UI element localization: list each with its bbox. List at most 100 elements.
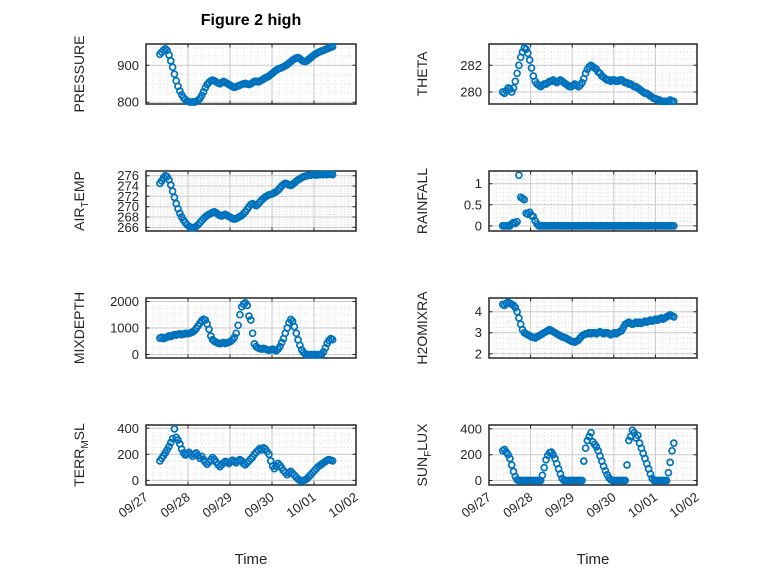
y-axis-label: RAINFALL <box>414 168 430 234</box>
tick-marks <box>488 44 698 104</box>
y-tick-label: 800 <box>117 95 139 110</box>
data-point <box>328 335 337 344</box>
x-tick-label: 09/29 <box>542 489 577 520</box>
tick-marks <box>488 298 698 358</box>
y-axis-label: H2OMIXRA <box>414 291 430 365</box>
data-point <box>587 428 595 437</box>
data-point <box>592 443 601 451</box>
y-axis-label: PRESSURE <box>71 35 87 112</box>
data-point <box>623 461 631 469</box>
tick-marks <box>488 425 698 485</box>
y-tick-label: 274 <box>117 179 139 194</box>
data-point <box>274 459 282 468</box>
y-tick-label: 1000 <box>110 321 139 336</box>
y-axis-label: THETA <box>414 51 430 97</box>
data-point <box>170 70 179 79</box>
y-tick-label: 400 <box>117 421 139 436</box>
data-point <box>662 476 671 485</box>
data-point <box>325 336 333 345</box>
data-point <box>509 84 518 92</box>
major-grid <box>146 298 356 358</box>
y-tick-label: 0 <box>475 218 482 233</box>
data-point <box>578 476 586 485</box>
data-point <box>328 42 337 51</box>
y-tick-label: 0 <box>132 473 139 488</box>
data-point <box>230 333 239 342</box>
minor-grid <box>146 425 356 485</box>
data-point <box>515 61 523 70</box>
major-grid <box>489 298 697 358</box>
y-axis-label: SUNFLUX <box>414 423 434 487</box>
data-point <box>513 69 521 78</box>
data-point <box>201 316 210 324</box>
x-tick-label: 09/27 <box>116 489 151 520</box>
axes-box <box>145 170 357 232</box>
data-point <box>669 97 678 106</box>
data-point <box>168 63 177 72</box>
data-point <box>328 457 337 465</box>
data-point <box>248 329 257 338</box>
x-tick-label: 10/01 <box>284 489 319 520</box>
data-point <box>286 315 295 324</box>
x-tick-label: 09/29 <box>200 489 235 520</box>
data-series <box>156 298 337 359</box>
y-tick-label: 276 <box>117 168 139 183</box>
tick-marks <box>145 298 357 358</box>
data-point <box>538 471 547 480</box>
data-point <box>669 313 678 321</box>
axes-box <box>488 170 698 232</box>
data-series <box>498 171 678 230</box>
subplot-theta: 280 282 THETA <box>414 43 698 106</box>
data-series <box>156 42 337 107</box>
data-point <box>176 87 184 95</box>
y-axis-label: MIXDEPTH <box>71 292 87 364</box>
data-point <box>206 332 215 340</box>
data-point <box>525 56 534 64</box>
y-tick-label: 266 <box>117 220 139 235</box>
data-point <box>205 325 213 334</box>
data-point <box>511 303 520 312</box>
data-point <box>276 342 284 351</box>
data-point <box>236 310 244 319</box>
y-tick-label: 2 <box>475 346 482 361</box>
tick-marks <box>145 425 357 485</box>
axes-box <box>488 297 698 359</box>
data-point <box>524 49 532 58</box>
data-point <box>585 432 594 441</box>
data-point <box>165 442 173 451</box>
data-point <box>527 64 536 72</box>
data-point <box>177 445 186 453</box>
major-grid <box>489 425 697 485</box>
data-point <box>504 450 512 459</box>
axes-box <box>488 43 698 105</box>
data-point <box>170 425 179 433</box>
data-point <box>245 312 253 320</box>
y-tick-label: 400 <box>460 421 482 436</box>
data-point <box>319 348 328 356</box>
y-tick-label: 3 <box>475 325 482 340</box>
x-axis-title-left: Time <box>234 551 268 568</box>
subplot-pressure: 800 900 PRESSURE <box>71 35 357 113</box>
y-tick-label: 0 <box>475 473 482 488</box>
data-point <box>243 301 252 310</box>
minor-grid <box>489 298 697 358</box>
data-point <box>578 78 586 87</box>
subplot-sun_flux: 0 200 400 SUNFLUX 09/27 09/28 09/29 09/30 10/01 1… <box>414 421 702 520</box>
figure-title: Figure 2 high <box>200 12 302 29</box>
y-tick-label: 2000 <box>110 294 139 309</box>
data-point <box>669 222 678 230</box>
data-point <box>507 88 516 96</box>
data-point <box>232 329 241 338</box>
data-series <box>156 170 337 232</box>
y-axis-label: TERRMSL <box>71 423 91 487</box>
y-tick-label: 280 <box>460 85 482 100</box>
data-point <box>520 195 529 204</box>
data-point <box>507 461 516 469</box>
data-point <box>669 439 678 447</box>
x-axis-title-right: Time <box>576 551 610 568</box>
x-tick-label: 10/01 <box>625 489 660 520</box>
y-tick-label: 200 <box>117 447 139 462</box>
y-tick-label: 200 <box>460 447 482 462</box>
tick-marks <box>488 171 698 231</box>
